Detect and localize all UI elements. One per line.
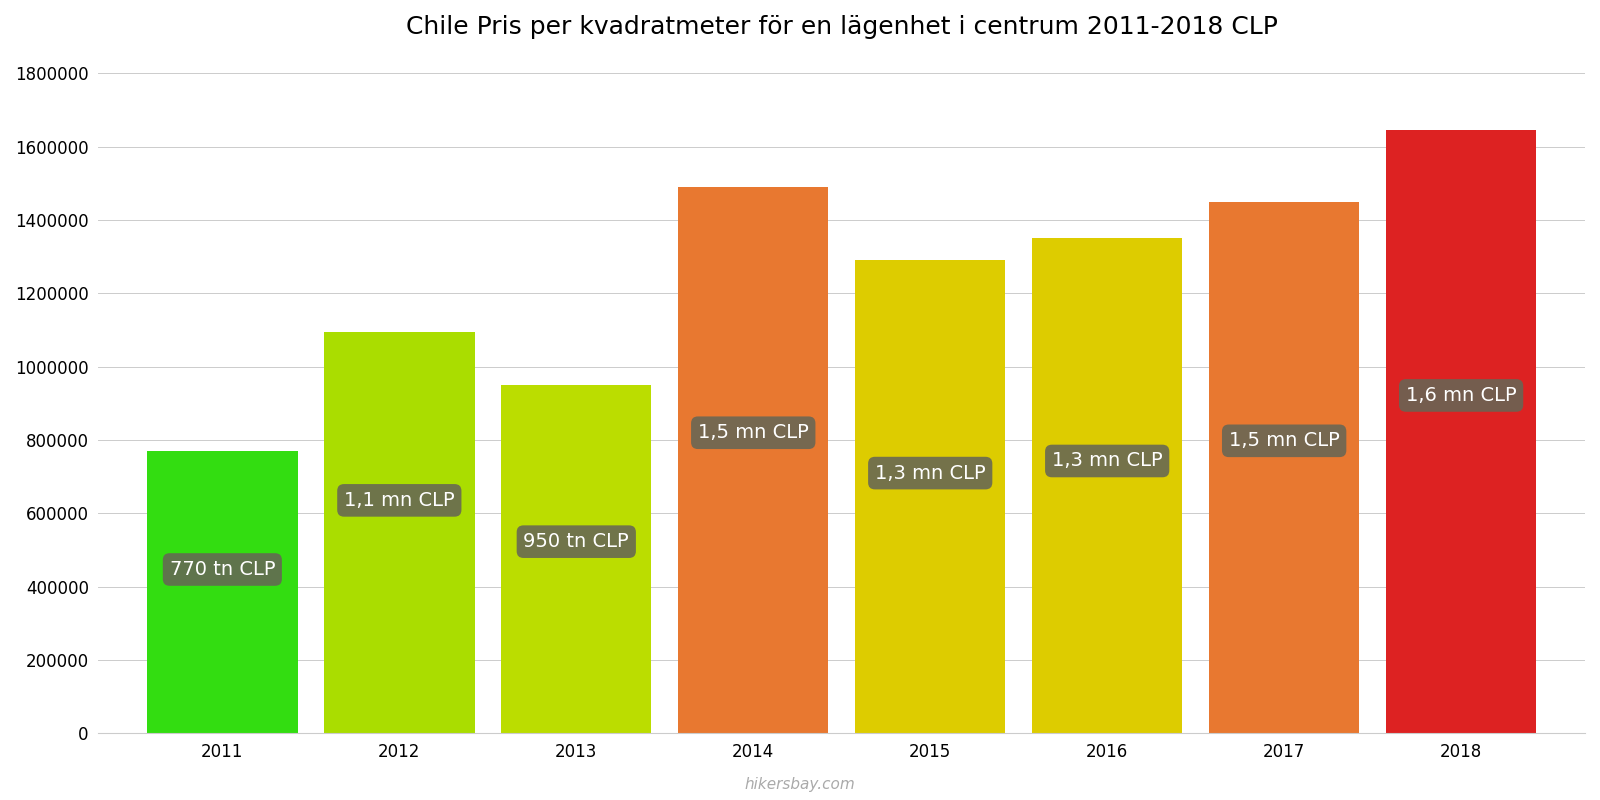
Bar [1386, 130, 1536, 734]
Text: 1,5 mn CLP: 1,5 mn CLP [698, 423, 808, 442]
Title: Chile Pris per kvadratmeter för en lägenhet i centrum 2011-2018 CLP: Chile Pris per kvadratmeter för en lägen… [406, 15, 1278, 39]
Text: 770 tn CLP: 770 tn CLP [170, 560, 275, 579]
Text: 1,3 mn CLP: 1,3 mn CLP [1051, 451, 1163, 470]
Bar [854, 260, 1005, 734]
Text: 1,1 mn CLP: 1,1 mn CLP [344, 491, 454, 510]
Bar [325, 332, 475, 734]
Text: 1,6 mn CLP: 1,6 mn CLP [1406, 386, 1517, 405]
Bar [678, 187, 829, 734]
Bar [501, 385, 651, 734]
Text: 1,5 mn CLP: 1,5 mn CLP [1229, 431, 1339, 450]
Text: 950 tn CLP: 950 tn CLP [523, 532, 629, 551]
Bar [1032, 238, 1182, 734]
Text: 1,3 mn CLP: 1,3 mn CLP [875, 463, 986, 482]
Bar [1210, 202, 1360, 734]
Text: hikersbay.com: hikersbay.com [744, 777, 856, 792]
Bar [147, 451, 298, 734]
